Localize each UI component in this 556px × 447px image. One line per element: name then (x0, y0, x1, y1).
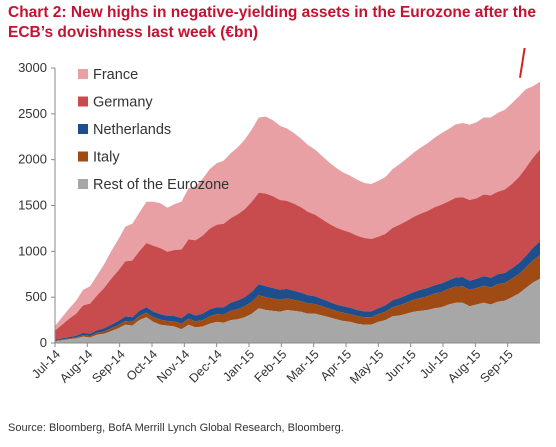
legend-swatch-netherlands (78, 124, 88, 134)
y-tick-label: 0 (40, 335, 47, 350)
x-tick-label: Feb-15 (252, 347, 290, 385)
y-tick-label: 1000 (18, 243, 47, 258)
x-tick-label: Sep-15 (477, 347, 515, 385)
series-area-italy (55, 255, 540, 342)
x-tick-label: Nov-14 (154, 347, 192, 385)
legend-swatch-italy (78, 151, 88, 162)
stacked-area-chart: 050010001500200025003000Jul-14Aug-14Sep-… (18, 26, 540, 387)
y-tick-label: 500 (25, 289, 47, 304)
x-tick-label: Aug-14 (57, 347, 95, 385)
x-tick-label: May-15 (347, 347, 386, 386)
y-tick-label: 2500 (18, 106, 47, 121)
legend-swatch-rest-of-the-eurozone (78, 179, 88, 189)
y-tick-label: 3000 (18, 60, 47, 75)
legend-label-netherlands: Netherlands (93, 122, 171, 138)
legend-swatch-germany (78, 96, 88, 107)
x-tick-label: Jun-15 (382, 347, 419, 384)
up-arrow-shaft (519, 26, 529, 78)
chart-area: 0 500 1000 1500 2000 2500 3000 Jul-14 Aug-14 Sep-… (0, 26, 556, 418)
series-area-france (55, 81, 540, 331)
y-tick-label: 2000 (18, 152, 47, 167)
series-area-netherlands (55, 241, 540, 341)
x-tick-label: Jan-15 (220, 347, 257, 384)
y-tick-label: 1500 (18, 198, 47, 213)
series-area-germany (55, 149, 540, 340)
source-note: Source: Bloomberg, BofA Merrill Lynch Gl… (8, 422, 344, 434)
chart-title: Chart 2: New highs in negative-yielding … (8, 4, 536, 41)
x-tick-label: Sep-14 (89, 347, 127, 385)
x-tick-label: Oct-14 (124, 347, 160, 383)
legend-label-germany: Germany (93, 95, 153, 111)
legend-label-france: France (93, 67, 138, 83)
legend-label-rest-of-the-eurozone: Rest of the Eurozone (93, 177, 229, 193)
series-area-rest-of-the-eurozone (55, 278, 540, 343)
x-tick-label: Dec-14 (186, 347, 224, 385)
legend-swatch-france (78, 69, 88, 79)
x-tick-label: Mar-15 (284, 347, 322, 385)
x-tick-label: Aug-15 (445, 347, 483, 385)
legend-label-italy: Italy (93, 150, 120, 166)
